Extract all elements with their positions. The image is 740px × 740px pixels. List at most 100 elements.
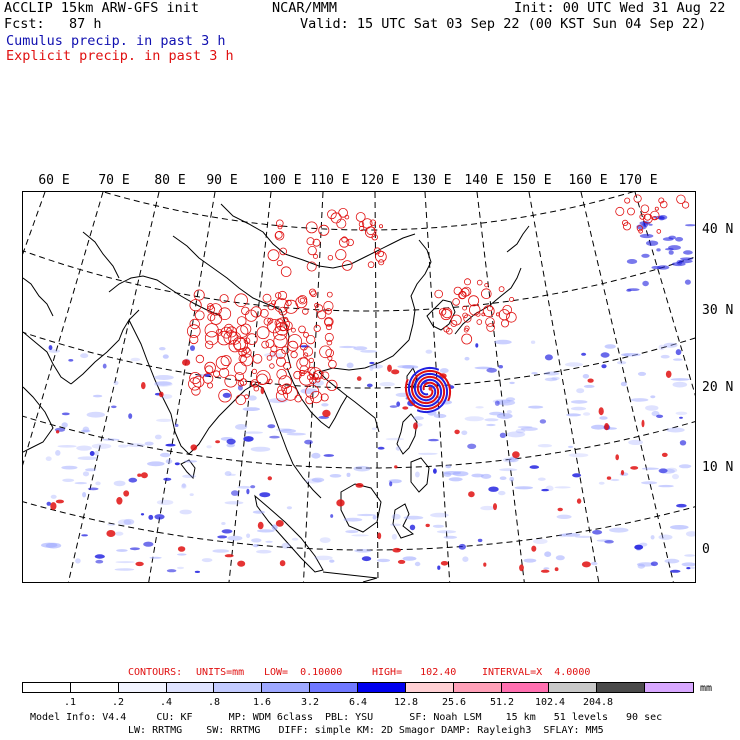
precip-contour xyxy=(235,325,249,338)
precip-contour xyxy=(298,325,306,334)
precip-contour xyxy=(369,219,377,226)
precip-contour xyxy=(279,322,288,331)
precip-cell xyxy=(440,561,449,566)
precip-contour xyxy=(462,312,468,319)
precip-contour xyxy=(627,207,635,216)
precip-contour xyxy=(463,278,471,286)
precip-cell xyxy=(508,457,519,463)
precip-contour xyxy=(450,320,458,327)
precip-cell xyxy=(670,525,689,530)
precip-cell xyxy=(377,446,385,450)
precip-cell xyxy=(94,450,100,456)
precip-contour xyxy=(320,393,329,402)
precip-contour xyxy=(250,306,262,318)
precip-contour xyxy=(266,355,273,361)
precip-contour xyxy=(468,295,480,307)
precip-contour xyxy=(224,323,234,334)
precip-cell xyxy=(574,535,593,538)
precip-cell xyxy=(675,237,684,242)
precip-cell xyxy=(329,474,342,478)
precip-contour xyxy=(228,331,242,345)
precip-contour xyxy=(284,299,299,314)
precip-contour xyxy=(463,327,469,333)
colorbar-swatch xyxy=(23,683,71,692)
precip-cell xyxy=(668,250,674,255)
lon-label: 70 E xyxy=(98,173,130,188)
precip-cell xyxy=(82,426,90,433)
precip-cell xyxy=(130,357,141,362)
precip-cell xyxy=(641,481,658,485)
precip-cell xyxy=(425,523,430,528)
precip-cell xyxy=(154,381,172,386)
precip-contour xyxy=(273,333,288,348)
precip-cell xyxy=(361,556,372,562)
precip-contour xyxy=(341,260,353,271)
precip-contour xyxy=(251,368,257,374)
precip-cell xyxy=(576,388,585,394)
precip-contour xyxy=(281,383,293,395)
precip-cell xyxy=(279,560,286,567)
precip-cell xyxy=(628,439,643,445)
precip-cell xyxy=(114,568,135,571)
precip-cell xyxy=(627,288,640,291)
precip-cell xyxy=(368,364,383,369)
precip-contour xyxy=(355,212,366,222)
precip-cell xyxy=(242,407,260,411)
precip-contour xyxy=(204,323,219,338)
precip-cell xyxy=(519,564,524,572)
precip-cell xyxy=(658,534,673,540)
precip-cell xyxy=(339,345,356,349)
precip-cell xyxy=(115,561,135,564)
parallel-line xyxy=(102,192,634,231)
model-title: ACCLIP 15km ARW-GFS init xyxy=(4,0,200,16)
lon-label: 130 E xyxy=(412,173,452,188)
precip-cell xyxy=(251,538,262,543)
model-info-line2: LW: RRTMG SW: RRTMG DIFF: simple KM: 2D … xyxy=(128,725,604,736)
precip-cell xyxy=(568,453,589,458)
precip-cell xyxy=(82,471,90,477)
precip-cell xyxy=(672,473,679,480)
precip-cell xyxy=(537,444,553,448)
precip-contour xyxy=(204,361,216,374)
precip-contour xyxy=(434,289,444,299)
precip-cell xyxy=(128,413,133,419)
typhoon-spiral-band xyxy=(404,375,446,411)
precip-contour xyxy=(319,345,332,359)
precip-cell xyxy=(174,462,180,466)
precip-cell xyxy=(418,452,438,455)
precip-contour xyxy=(256,373,268,386)
precip-contour xyxy=(461,333,473,345)
precip-cell xyxy=(448,477,463,482)
precip-cell xyxy=(506,431,526,438)
precip-cell xyxy=(286,506,292,510)
precip-contour xyxy=(462,305,468,311)
precip-cell xyxy=(551,376,560,381)
precipitation-field xyxy=(41,194,695,573)
precip-contour xyxy=(484,283,489,288)
precip-cell xyxy=(679,416,683,419)
precip-cell xyxy=(396,401,401,407)
precip-cell xyxy=(540,569,550,573)
precip-cell xyxy=(46,501,52,506)
precipitation-map xyxy=(22,191,696,583)
precip-cell xyxy=(493,503,497,511)
precip-cell xyxy=(237,560,246,567)
lon-label: 160 E xyxy=(568,173,608,188)
precip-contour xyxy=(341,236,348,243)
precip-cell xyxy=(114,531,124,536)
precip-cell xyxy=(445,464,452,469)
parallel-line xyxy=(23,331,695,389)
precip-contour xyxy=(269,350,276,357)
field-explicit-label: Explicit precip. in past 3 h xyxy=(6,48,234,64)
precip-contour xyxy=(621,219,629,226)
precip-cell xyxy=(496,399,516,406)
colorbar-swatch xyxy=(70,683,119,692)
precip-cell xyxy=(439,368,449,374)
precip-cell xyxy=(509,381,515,385)
precip-cell xyxy=(475,406,484,409)
precip-cell xyxy=(181,483,186,488)
lat-label: 40 N xyxy=(702,222,734,237)
precip-cell xyxy=(117,519,132,526)
precip-cell xyxy=(488,486,499,492)
precip-contour xyxy=(326,339,333,346)
